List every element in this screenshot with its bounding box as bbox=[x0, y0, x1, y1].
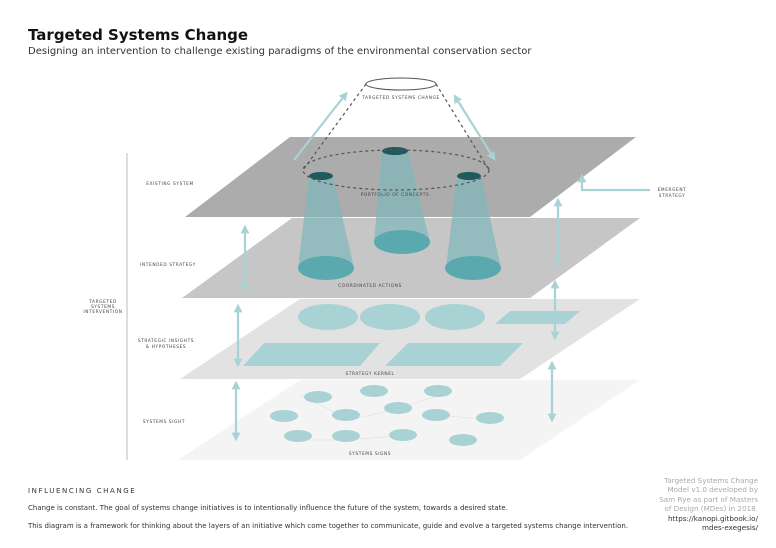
bracket-label-3: INTERVENTION bbox=[83, 309, 122, 315]
page-title: Targeted Systems Change bbox=[28, 26, 249, 44]
strategic-insights-label-1: STRATEGIC INSIGHTS bbox=[138, 338, 194, 344]
credit-url[interactable]: https://kanopi.gitbook.io/ bbox=[668, 513, 758, 523]
systems-sight-label: SYSTEMS SIGHT bbox=[143, 419, 185, 425]
page-subtitle: Designing an intervention to challenge e… bbox=[28, 46, 532, 57]
credit-block: Targeted Systems Change Model v1.0 devel… bbox=[608, 476, 758, 532]
strategy-kernel-shapes bbox=[243, 304, 580, 366]
paragraph-1: Change is constant. The goal of systems … bbox=[28, 504, 508, 512]
bracket-label-1: TARGETED bbox=[88, 299, 117, 305]
strategy-kernel-label: STRATEGY KERNEL bbox=[345, 371, 394, 377]
concept-cones bbox=[298, 147, 501, 280]
credit-line: of Design (MDes) in 2018. bbox=[664, 504, 758, 514]
credit-line: Model v1.0 developed by bbox=[667, 485, 758, 495]
emergent-label-1: EMERGENT bbox=[658, 187, 687, 193]
coordinated-actions-label: COORDINATED ACTIONS bbox=[338, 283, 402, 289]
existing-system-label: EXISTING SYSTEM bbox=[146, 181, 194, 187]
paragraph-2: This diagram is a framework for thinking… bbox=[28, 522, 629, 530]
portfolio-ellipse bbox=[302, 149, 490, 191]
strategic-insights-label-2: & HYPOTHESES bbox=[146, 344, 187, 350]
bracket-label-2: SYSTEMS bbox=[91, 304, 115, 310]
credit-line: Sam Rye as part of Masters bbox=[659, 494, 758, 504]
target-ellipse bbox=[365, 77, 437, 91]
section-heading: INFLUENCING CHANGE bbox=[28, 487, 137, 495]
target-label: TARGETED SYSTEMS CHANGE bbox=[361, 95, 440, 101]
intended-strategy-label: INTENDED STRATEGY bbox=[140, 262, 196, 268]
layer-systems-sight bbox=[178, 380, 640, 460]
credit-line: Targeted Systems Change bbox=[664, 476, 758, 485]
systems-signs-label: SYSTEMS SIGNS bbox=[349, 451, 391, 457]
layer-intended-strategy bbox=[182, 218, 640, 298]
systems-sight-nodes bbox=[270, 385, 504, 446]
emergent-label-2: STRATEGY bbox=[659, 193, 686, 199]
arrows bbox=[231, 91, 650, 442]
portfolio-label: PORTFOLIO OF CONCEPTS bbox=[361, 192, 430, 198]
credit-url[interactable]: mdes-exegesis/ bbox=[702, 523, 758, 533]
